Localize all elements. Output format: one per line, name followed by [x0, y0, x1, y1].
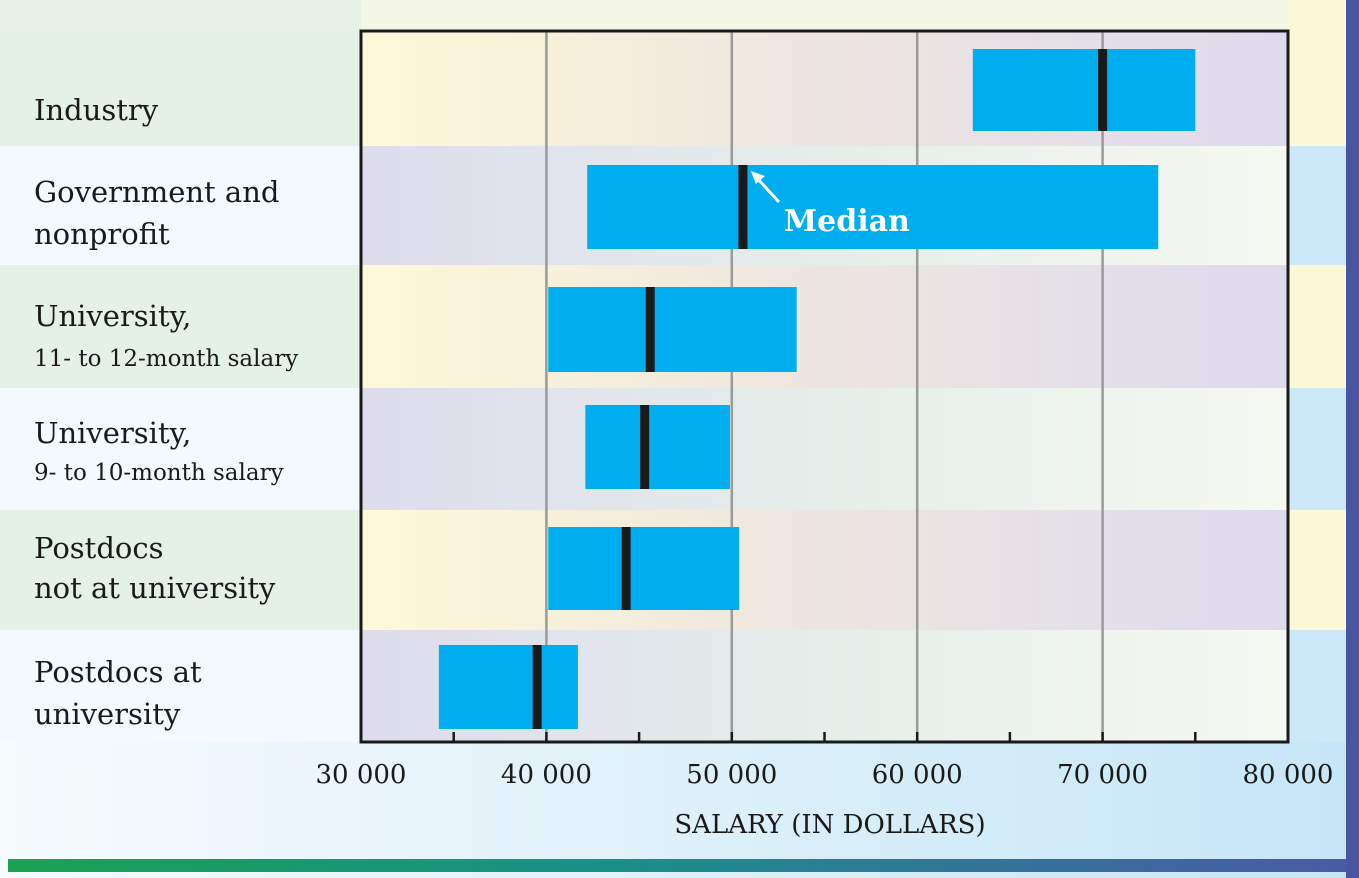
row-label-band	[0, 265, 361, 388]
row-label: not at university	[34, 571, 276, 605]
row-label-band	[0, 31, 361, 146]
median-arrow-head	[750, 171, 765, 184]
x-tick-label: 40 000	[501, 760, 592, 790]
row-label: Industry	[34, 93, 159, 127]
row-right-band	[1288, 146, 1346, 265]
row-label: Postdocs	[34, 531, 163, 565]
row-label: 11- to 12-month salary	[34, 346, 298, 372]
x-axis-ticks: 30 000 40 000 50 000 60 000 70 000 80 000	[316, 732, 1334, 790]
x-tick-label: 50 000	[686, 760, 777, 790]
row-labels: Industry Government and nonprofit Universit…	[34, 93, 298, 731]
salary-bars	[438, 49, 1196, 729]
row-label: Postdocs at	[34, 655, 202, 689]
top-plot-band	[361, 0, 1288, 31]
median-annotation: Median	[750, 171, 910, 239]
row-label: University,	[34, 299, 191, 333]
row-label: 9- to 10-month salary	[34, 460, 284, 486]
x-tick-label: 70 000	[1057, 760, 1148, 790]
salary-range-bar	[548, 527, 740, 610]
salary-range-bar	[548, 287, 797, 372]
x-tick-label: 80 000	[1243, 760, 1334, 790]
row-right-band	[1288, 630, 1346, 742]
row-label-band	[0, 388, 361, 510]
median-arrow	[755, 176, 781, 204]
gridlines	[545, 31, 1104, 742]
x-tick-label: 30 000	[316, 760, 407, 790]
salary-range-bar	[438, 645, 578, 729]
row-label-band	[0, 630, 361, 742]
bottom-accent-bar	[8, 859, 1346, 872]
right-accent-bar	[1346, 0, 1359, 878]
row-right-band	[1288, 265, 1346, 388]
salary-range-bar	[585, 405, 730, 489]
median-marker	[738, 165, 748, 249]
median-marker	[640, 405, 650, 489]
median-label: Median	[784, 204, 910, 239]
row-label: University,	[34, 416, 191, 450]
plot-row-band	[361, 388, 1288, 510]
salary-range-bar	[972, 49, 1196, 131]
row-label: Government and	[34, 175, 279, 209]
x-axis-title: SALARY (IN DOLLARS)	[674, 810, 985, 840]
median-marker	[532, 645, 542, 729]
row-label: university	[34, 697, 181, 731]
row-right-band	[1288, 510, 1346, 630]
row-label-band	[0, 146, 361, 265]
salary-range-bar	[587, 165, 1159, 249]
plot-row-band	[361, 265, 1288, 388]
row-label-band	[0, 510, 361, 630]
top-right-band	[1288, 0, 1346, 31]
row-right-band	[1288, 31, 1346, 146]
plot-row-band	[361, 510, 1288, 630]
x-tick-label: 60 000	[872, 760, 963, 790]
row-right-band	[1288, 388, 1346, 510]
median-marker	[1098, 49, 1108, 131]
row-label: nonprofit	[34, 217, 170, 251]
median-marker	[645, 287, 655, 372]
median-marker	[621, 527, 631, 610]
